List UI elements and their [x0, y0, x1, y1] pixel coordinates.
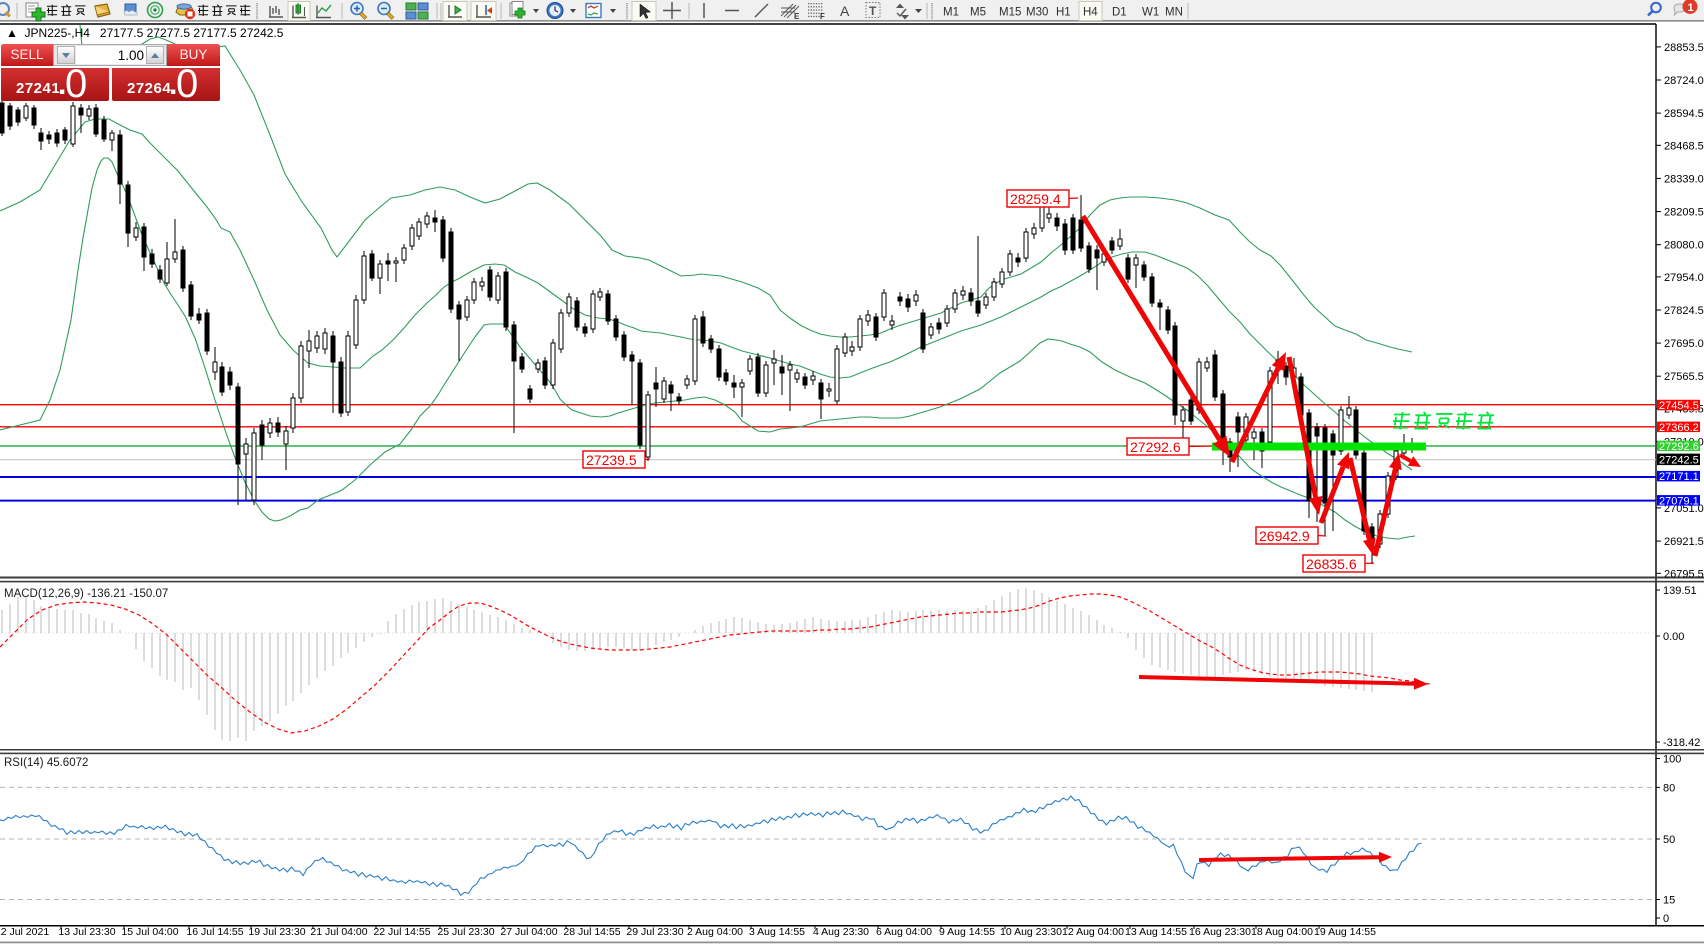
svg-text:19 Aug 14:55: 19 Aug 14:55 [1314, 926, 1376, 938]
svg-text:M15: M15 [999, 7, 1021, 19]
svg-text:18 Aug 04:00: 18 Aug 04:00 [1251, 926, 1313, 938]
svg-text:27171.1: 27171.1 [1659, 471, 1699, 483]
svg-text:28468.5: 28468.5 [1664, 140, 1704, 152]
svg-text:27292.6: 27292.6 [1130, 439, 1181, 455]
svg-text:28853.5: 28853.5 [1664, 42, 1704, 54]
svg-text:-318.42: -318.42 [1663, 737, 1700, 749]
svg-text:H1: H1 [1056, 7, 1071, 19]
svg-text:28080.0: 28080.0 [1664, 240, 1704, 252]
svg-text:A: A [840, 3, 850, 19]
svg-text:27366.2: 27366.2 [1659, 422, 1699, 434]
svg-text:26921.5: 26921.5 [1664, 536, 1704, 548]
svg-text:16 Aug 23:30: 16 Aug 23:30 [1189, 926, 1251, 938]
svg-text:T: T [869, 4, 877, 18]
svg-text:100: 100 [1663, 754, 1681, 766]
svg-text:27242.5: 27242.5 [1659, 454, 1699, 466]
svg-text:M30: M30 [1026, 7, 1048, 19]
svg-text:3 Aug 14:55: 3 Aug 14:55 [749, 926, 805, 938]
svg-text:26942.9: 26942.9 [1259, 528, 1310, 544]
svg-text:27051.0: 27051.0 [1664, 503, 1704, 515]
svg-text:21 Jul 04:00: 21 Jul 04:00 [310, 926, 367, 938]
svg-text:MACD(12,26,9) -136.21 -150.07: MACD(12,26,9) -136.21 -150.07 [4, 588, 168, 600]
svg-text:12 Jul 2021: 12 Jul 2021 [0, 926, 49, 938]
svg-text:27079.1: 27079.1 [1659, 495, 1699, 507]
svg-text:29 Jul 23:30: 29 Jul 23:30 [626, 926, 683, 938]
svg-text:139.51: 139.51 [1663, 585, 1697, 597]
svg-text:27954.0: 27954.0 [1664, 272, 1704, 284]
svg-text:27565.5: 27565.5 [1664, 371, 1704, 383]
svg-text:13 Aug 14:55: 13 Aug 14:55 [1125, 926, 1187, 938]
svg-text:22 Jul 14:55: 22 Jul 14:55 [373, 926, 430, 938]
svg-text:W1: W1 [1142, 7, 1159, 19]
svg-text:28724.0: 28724.0 [1664, 75, 1704, 87]
svg-text:15: 15 [1663, 895, 1675, 907]
svg-text:28209.5: 28209.5 [1664, 207, 1704, 219]
svg-text:80: 80 [1663, 782, 1675, 794]
svg-text:28339.0: 28339.0 [1664, 173, 1704, 185]
svg-text:28 Jul 14:55: 28 Jul 14:55 [563, 926, 620, 938]
svg-text:MN: MN [1165, 7, 1183, 19]
svg-text:27239.5: 27239.5 [586, 452, 637, 468]
svg-text:E: E [794, 12, 800, 21]
svg-text:19 Jul 23:30: 19 Jul 23:30 [248, 926, 305, 938]
svg-text:26795.5: 26795.5 [1664, 568, 1704, 580]
svg-text:27454.5: 27454.5 [1659, 400, 1699, 412]
svg-text:27292.6: 27292.6 [1659, 441, 1699, 453]
svg-text:27695.0: 27695.0 [1664, 338, 1704, 350]
svg-text:6 Aug 04:00: 6 Aug 04:00 [876, 926, 932, 938]
svg-text:27824.5: 27824.5 [1664, 305, 1704, 317]
svg-text:1: 1 [1688, 2, 1694, 14]
svg-text:0: 0 [1663, 913, 1669, 925]
svg-text:M1: M1 [943, 7, 959, 19]
svg-text:50: 50 [1663, 834, 1675, 846]
svg-text:2 Aug 04:00: 2 Aug 04:00 [687, 926, 743, 938]
svg-text:25 Jul 23:30: 25 Jul 23:30 [437, 926, 494, 938]
svg-text:M5: M5 [970, 7, 986, 19]
svg-text:0.00: 0.00 [1663, 631, 1684, 643]
svg-text:28259.4: 28259.4 [1010, 191, 1061, 207]
svg-text:RSI(14) 45.6072: RSI(14) 45.6072 [4, 757, 88, 769]
svg-text:26835.6: 26835.6 [1306, 556, 1357, 572]
svg-text:27 Jul 04:00: 27 Jul 04:00 [500, 926, 557, 938]
svg-text:15 Jul 04:00: 15 Jul 04:00 [121, 926, 178, 938]
svg-text:H4: H4 [1083, 7, 1098, 19]
svg-text:F: F [820, 12, 825, 21]
svg-text:12 Aug 04:00: 12 Aug 04:00 [1062, 926, 1124, 938]
svg-text:10 Aug 23:30: 10 Aug 23:30 [1000, 926, 1062, 938]
svg-text:16 Jul 14:55: 16 Jul 14:55 [186, 926, 243, 938]
svg-text:13 Jul 23:30: 13 Jul 23:30 [58, 926, 115, 938]
svg-text:D1: D1 [1112, 7, 1127, 19]
svg-text:9 Aug 14:55: 9 Aug 14:55 [939, 926, 995, 938]
svg-text:4 Aug 23:30: 4 Aug 23:30 [813, 926, 869, 938]
svg-text:28594.5: 28594.5 [1664, 108, 1704, 120]
